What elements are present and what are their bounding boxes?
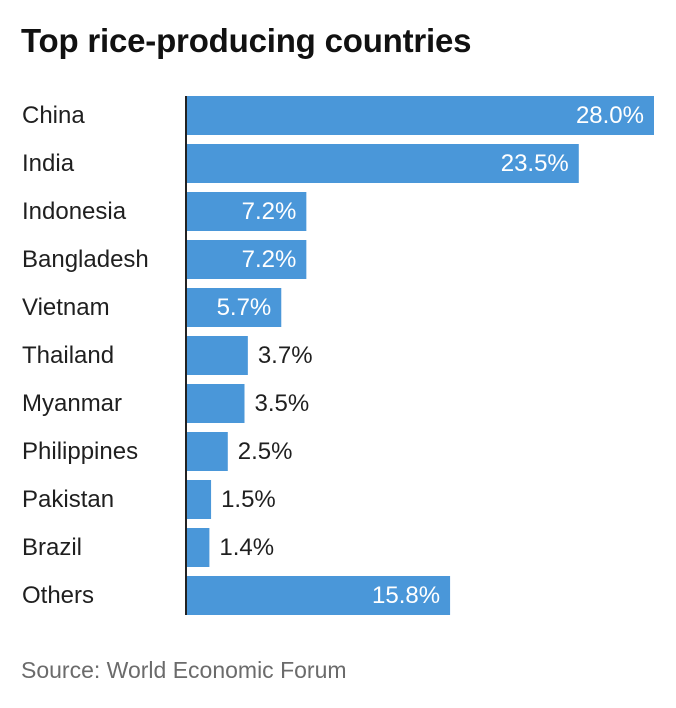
bar-thailand xyxy=(186,336,248,375)
bars-layer xyxy=(186,96,654,615)
category-label-indonesia: Indonesia xyxy=(22,198,127,225)
category-label-pakistan: Pakistan xyxy=(22,486,114,513)
value-label-bangladesh: 7.2% xyxy=(242,246,297,273)
bar-india xyxy=(186,144,579,183)
category-label-philippines: Philippines xyxy=(22,438,138,465)
value-labels-layer: 28.0% 23.5% 7.2% 7.2% 5.7% 3.7% 3.5% 2.5% 1.5% 1.… xyxy=(217,102,644,609)
chart-title: Top rice-producing countries xyxy=(21,22,472,59)
value-label-others: 15.8% xyxy=(372,582,440,609)
bar-indonesia xyxy=(186,192,307,231)
category-label-bangladesh: Bangladesh xyxy=(22,246,149,273)
bar-chart: China India Indonesia Bangladesh Vietnam Thai… xyxy=(22,96,654,615)
bar-myanmar xyxy=(186,384,245,423)
category-label-myanmar: Myanmar xyxy=(22,390,122,417)
bar-pakistan xyxy=(186,480,212,519)
bar-china xyxy=(186,96,654,135)
value-label-india: 23.5% xyxy=(501,150,569,177)
category-label-india: India xyxy=(22,150,75,177)
value-label-brazil: 1.4% xyxy=(219,534,274,561)
bar-others xyxy=(186,576,451,615)
value-label-philippines: 2.5% xyxy=(238,438,293,465)
value-label-myanmar: 3.5% xyxy=(255,390,310,417)
category-labels-layer: China India Indonesia Bangladesh Vietnam Thai… xyxy=(22,102,149,609)
bar-philippines xyxy=(186,432,228,471)
value-label-thailand: 3.7% xyxy=(258,342,313,369)
category-label-china: China xyxy=(22,102,85,129)
bar-brazil xyxy=(186,528,210,567)
source-note: Source: World Economic Forum xyxy=(21,657,347,683)
bar-bangladesh xyxy=(186,240,307,279)
category-label-vietnam: Vietnam xyxy=(22,294,110,321)
value-label-pakistan: 1.5% xyxy=(221,486,276,513)
category-label-others: Others xyxy=(22,582,94,609)
value-label-china: 28.0% xyxy=(576,102,644,129)
value-label-vietnam: 5.7% xyxy=(217,294,272,321)
value-label-indonesia: 7.2% xyxy=(242,198,297,225)
category-label-thailand: Thailand xyxy=(22,342,114,369)
category-label-brazil: Brazil xyxy=(22,534,82,561)
bar-vietnam xyxy=(186,288,282,327)
